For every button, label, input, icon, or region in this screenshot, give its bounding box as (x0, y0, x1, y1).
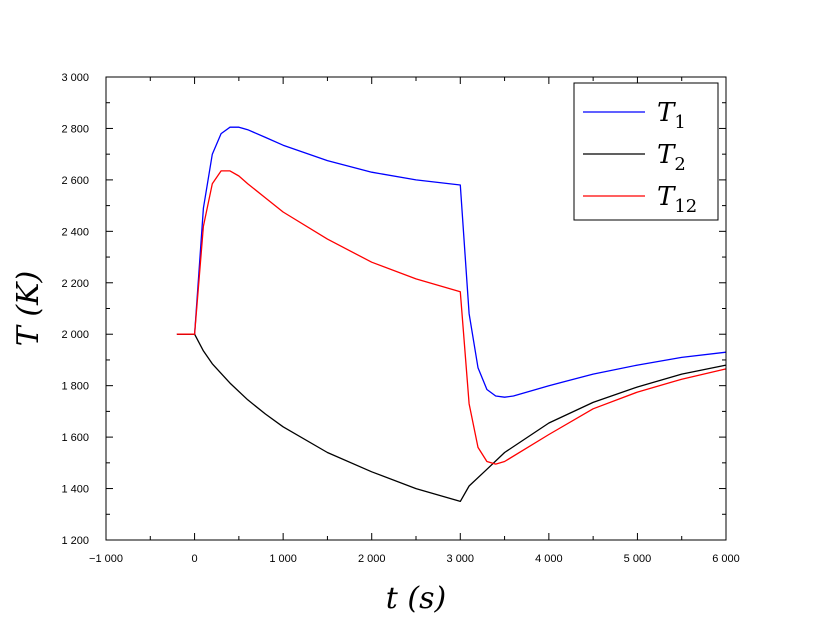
y-axis-title: T (K) (11, 271, 46, 346)
y-tick-label: 2 000 (61, 329, 89, 341)
y-tick-label: 1 200 (61, 535, 89, 547)
plot-area-frame (105, 76, 727, 541)
y-tick-label: 3 000 (61, 72, 89, 84)
x-tick-label: 0 (192, 553, 198, 565)
legend-label-t12: T12 (657, 182, 697, 217)
ticks-layer: −1 000 0 1 000 2 000 3 000 4 000 5 000 6 000 1 2… (61, 72, 739, 565)
series-lines (176, 126, 727, 503)
y-tick-label: 2 600 (61, 175, 89, 187)
x-tick-label: 5 000 (624, 553, 652, 565)
y-tick-label: 2 800 (61, 123, 89, 135)
y-tick-label: 1 600 (61, 432, 89, 444)
series-line-t1 (176, 126, 727, 398)
series-line-t12 (176, 170, 727, 465)
x-tick-label: 3 000 (447, 553, 475, 565)
x-tick-label: 4 000 (535, 553, 563, 565)
x-axis-title: t (s) (386, 581, 446, 616)
legend-label-t1: T1 (657, 98, 686, 133)
x-tick-label: 6 000 (712, 553, 740, 565)
y-tick-label: 1 800 (61, 381, 89, 393)
legend-box (573, 82, 719, 221)
legend: T1 T2 T12 (573, 82, 719, 221)
y-tick-label: 2 400 (61, 226, 89, 238)
x-tick-label: 1 000 (269, 553, 297, 565)
x-tick-label: 2 000 (358, 553, 386, 565)
y-tick-label: 2 200 (61, 278, 89, 290)
y-tick-label: 1 400 (61, 484, 89, 496)
legend-label-t2: T2 (657, 140, 686, 175)
series-line-t2 (176, 333, 727, 503)
x-tick-label: −1 000 (89, 553, 123, 565)
